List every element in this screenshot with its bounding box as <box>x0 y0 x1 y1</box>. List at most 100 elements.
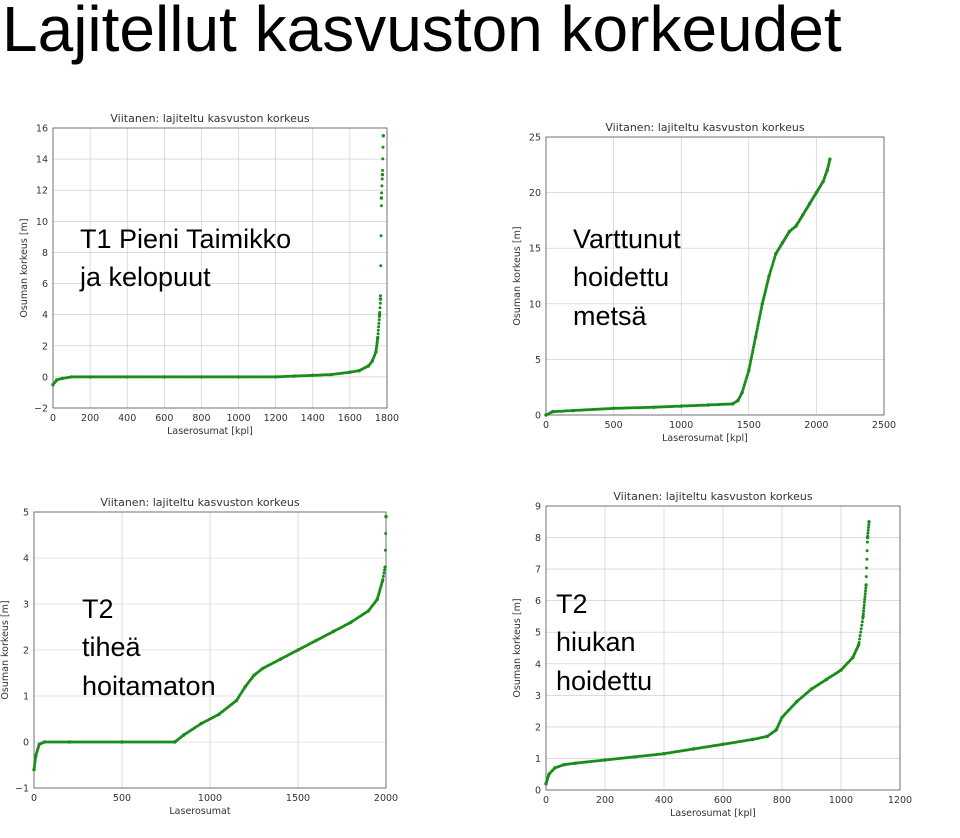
y-tick-label: 4 <box>535 659 541 670</box>
data-point <box>742 385 746 389</box>
data-point <box>217 712 221 717</box>
data-point <box>544 782 548 786</box>
data-point <box>743 380 747 384</box>
data-point <box>160 740 164 744</box>
chart-title: Viitanen: lajiteltu kasvuston korkeus <box>605 121 805 134</box>
data-point <box>772 258 776 261</box>
x-tick-label: 500 <box>113 793 131 804</box>
y-tick-label: 20 <box>529 188 541 199</box>
data-point <box>69 375 74 379</box>
y-tick-label: −2 <box>34 404 48 415</box>
data-point <box>88 375 92 379</box>
x-tick-label: 600 <box>714 795 732 806</box>
data-point <box>573 761 578 765</box>
data-point <box>383 565 387 569</box>
data-point <box>865 557 869 561</box>
y-tick-label: 6 <box>42 279 48 290</box>
x-tick-label: 1500 <box>737 420 761 431</box>
y-tick-label: 10 <box>529 299 541 310</box>
data-point <box>366 609 371 613</box>
data-point <box>864 586 868 590</box>
y-axis-label: Osuman korkeus [m] <box>512 226 523 325</box>
data-point <box>278 657 283 661</box>
data-point <box>181 733 186 737</box>
data-point <box>145 740 149 744</box>
data-point <box>780 240 785 245</box>
y-tick-label: 8 <box>535 533 541 544</box>
y-tick-label: 2 <box>535 722 541 733</box>
data-point <box>752 341 756 345</box>
chart-panel-varttunut: 0 500 1000 1500 2000 2500 0 5 10 15 20 25 Viitanen: … <box>510 115 896 457</box>
data-point <box>381 145 385 149</box>
data-point <box>377 318 381 322</box>
data-point <box>632 755 637 759</box>
data-point <box>759 308 763 312</box>
data-point <box>864 575 868 579</box>
data-point <box>80 740 83 744</box>
data-point <box>348 370 352 374</box>
data-point <box>809 687 814 691</box>
y-tick-label: 12 <box>36 186 48 197</box>
data-point <box>858 634 862 638</box>
data-series <box>32 514 388 772</box>
data-point <box>839 668 843 672</box>
data-point <box>760 302 764 306</box>
data-point <box>49 740 53 744</box>
chart-panel-t2-tihea: 0 500 1000 1500 2000 −1 0 1 2 3 4 5 Viitanen: lajite… <box>0 494 398 832</box>
data-point <box>859 627 863 631</box>
data-point <box>736 398 740 403</box>
data-point <box>759 310 763 314</box>
chart-title: Viitanen: lajiteltu kasvuston korkeus <box>100 496 300 509</box>
data-point <box>383 548 387 552</box>
data-point <box>57 740 61 744</box>
data-point <box>243 685 247 689</box>
y-tick-label: 4 <box>23 554 29 565</box>
data-point <box>862 609 866 613</box>
data-point <box>34 754 38 758</box>
data-point <box>120 740 124 744</box>
y-tick-label: −1 <box>15 784 29 795</box>
x-axis-label: Laserosumat [kpl] <box>662 433 748 444</box>
data-point <box>252 673 256 677</box>
x-tick-label: 1000 <box>198 793 222 804</box>
y-tick-label: 0 <box>535 411 541 422</box>
data-point <box>92 740 96 744</box>
data-point <box>168 740 172 744</box>
data-point <box>313 639 318 643</box>
x-tick-label: 400 <box>655 795 673 806</box>
data-point <box>102 740 106 744</box>
data-point <box>765 734 769 739</box>
data-point <box>706 403 710 407</box>
data-point <box>199 375 204 379</box>
data-point <box>745 376 749 380</box>
data-point <box>51 383 55 387</box>
x-tick-label: 1000 <box>226 413 250 424</box>
x-tick-label: 600 <box>155 413 173 424</box>
data-point <box>794 224 798 228</box>
data-point <box>748 364 752 368</box>
data-point <box>774 252 778 256</box>
data-point <box>33 761 37 765</box>
data-point <box>380 191 384 195</box>
chart-svg: 0 200 400 600 800 1000 1200 0 1 2 3 4 5 6 7 8 9 Viitanen:… <box>512 490 912 819</box>
data-point <box>758 313 762 317</box>
y-tick-label: 0 <box>42 372 48 383</box>
data-point <box>377 313 382 317</box>
y-tick-label: 3 <box>535 691 541 702</box>
data-point <box>380 579 385 583</box>
x-tick-label: 1400 <box>301 413 325 424</box>
data-point <box>544 413 548 417</box>
y-axis-label: Osuman korkeus [m] <box>512 598 523 697</box>
y-tick-label: 25 <box>529 133 541 144</box>
data-point <box>769 269 772 273</box>
data-point <box>234 698 239 703</box>
data-point <box>377 325 381 329</box>
data-point <box>236 375 241 379</box>
data-point <box>375 597 379 602</box>
data-point <box>750 737 755 742</box>
y-tick-label: 8 <box>42 248 48 259</box>
y-tick-label: 1 <box>535 754 541 765</box>
x-tick-label: 500 <box>605 420 623 431</box>
data-point <box>751 348 755 352</box>
